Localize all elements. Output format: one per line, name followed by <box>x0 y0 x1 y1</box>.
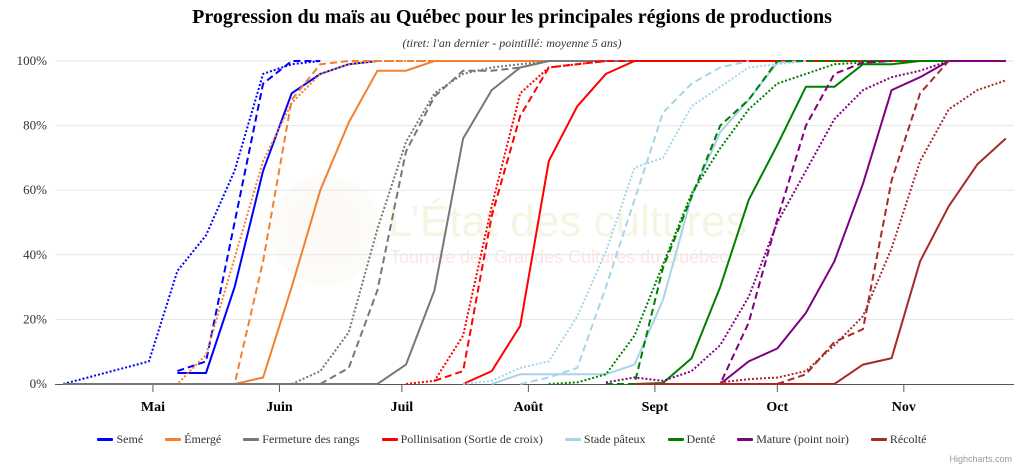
legend-item-stade-pateux[interactable]: Stade pâteux <box>564 432 646 447</box>
series-line-fermeture-des-rangs-last-year[interactable] <box>319 60 550 385</box>
legend-item-emerge[interactable]: Émergé <box>165 432 221 447</box>
y-tick-label: 40% <box>23 247 47 262</box>
series-line-recolte-current[interactable] <box>634 137 1007 385</box>
legend-swatch-icon <box>564 438 581 441</box>
chart-subtitle: (tiret: l'an dernier - pointillé: moyenn… <box>402 36 622 50</box>
legend-item-mature-point-noir[interactable]: Mature (point noir) <box>737 432 849 447</box>
series-line-recolte-avg5[interactable] <box>720 79 1007 384</box>
legend: Semé Émergé Fermeture des rangs Pollinisati… <box>0 432 1024 447</box>
chart-title: Progression du maïs au Québec pour les p… <box>192 6 832 28</box>
legend-label: Mature (point noir) <box>756 432 849 446</box>
series-line-mature-point-noir-last-year[interactable] <box>691 60 892 385</box>
y-tick-label: 80% <box>23 118 47 133</box>
y-tick-label: 0% <box>30 376 48 391</box>
legend-label: Récolté <box>889 432 927 446</box>
series-line-emerge-avg5[interactable] <box>63 60 1006 385</box>
y-tick-label: 100% <box>17 53 48 68</box>
series-line-dente-avg5[interactable] <box>548 60 892 385</box>
series-line-fermeture-des-rangs-avg5[interactable] <box>291 60 549 385</box>
legend-label: Stade pâteux <box>583 432 646 446</box>
series-line-seme-last-year[interactable] <box>177 60 321 373</box>
series-line-seme-avg5[interactable] <box>62 60 321 385</box>
series-line-pollinisation-sortie-de-croix-avg5[interactable] <box>405 60 607 385</box>
series-line-mature-point-noir-current[interactable] <box>719 60 1006 385</box>
x-tick-label: Juil <box>391 400 414 415</box>
legend-item-dente[interactable]: Denté <box>667 432 716 447</box>
series-line-recolte-last-year[interactable] <box>776 60 950 385</box>
legend-swatch-icon <box>667 438 684 441</box>
legend-swatch-icon <box>737 438 754 441</box>
series-line-seme-current[interactable] <box>177 60 378 374</box>
legend-label: Émergé <box>184 432 222 446</box>
legend-label: Pollinisation (Sortie de croix) <box>400 432 543 446</box>
x-tick-label: Sept <box>642 400 669 415</box>
legend-swatch-icon <box>243 438 260 441</box>
y-tick-label: 20% <box>23 311 47 326</box>
legend-item-pollinisation-sortie-de-croix[interactable]: Pollinisation (Sortie de croix) <box>381 432 543 447</box>
series-line-fermeture-des-rangs-current[interactable] <box>63 60 1006 385</box>
legend-label: Semé <box>116 432 144 446</box>
series-line-pollinisation-sortie-de-croix-current[interactable] <box>462 60 1006 385</box>
series-line-stade-pateux-last-year[interactable] <box>519 60 749 385</box>
y-tick-label: 60% <box>23 182 47 197</box>
legend-swatch-icon <box>870 438 887 441</box>
legend-swatch-icon <box>381 438 398 441</box>
x-tick-label: Juin <box>266 400 293 415</box>
series-line-stade-pateux-avg5[interactable] <box>462 60 807 385</box>
x-tick-label: Oct <box>766 400 788 415</box>
series-line-emerge-current[interactable] <box>63 60 1006 385</box>
legend-swatch-icon <box>97 438 114 441</box>
legend-item-recolte[interactable]: Récolté <box>870 432 927 447</box>
series-line-pollinisation-sortie-de-croix-last-year[interactable] <box>434 60 806 382</box>
legend-label: Denté <box>686 432 716 446</box>
x-tick-label: Mai <box>141 400 165 415</box>
series-line-dente-last-year[interactable] <box>605 60 1006 385</box>
legend-item-fermeture-des-rangs[interactable]: Fermeture des rangs <box>243 432 360 447</box>
series-line-mature-point-noir-avg5[interactable] <box>605 60 950 384</box>
x-tick-label: Août <box>514 400 544 415</box>
legend-item-seme[interactable]: Semé <box>97 432 143 447</box>
series-line-dente-current[interactable] <box>634 60 1006 385</box>
credits-link[interactable]: Highcharts.com <box>949 454 1012 464</box>
legend-label: Fermeture des rangs <box>262 432 360 446</box>
x-tick-label: Nov <box>892 400 916 415</box>
legend-swatch-icon <box>165 438 182 441</box>
